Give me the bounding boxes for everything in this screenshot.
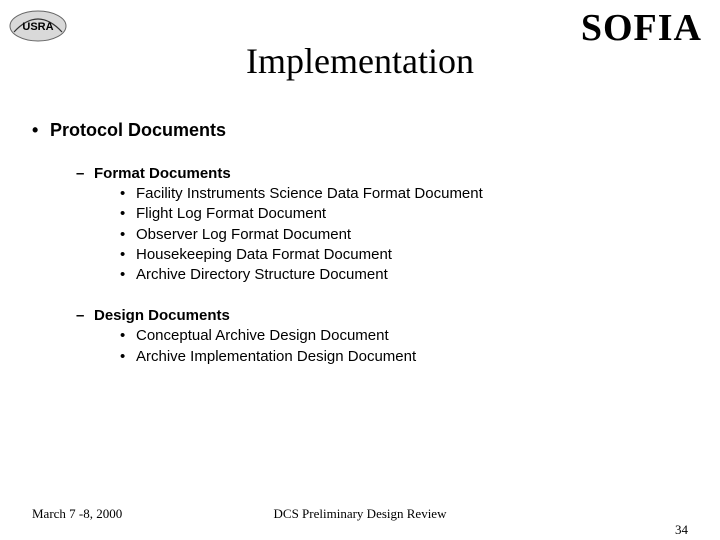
- level3-text: Housekeeping Data Format Document: [136, 246, 392, 263]
- bullet-l3: •: [120, 184, 136, 204]
- bullet-l3: •: [120, 347, 136, 367]
- bullet-l3: •: [120, 204, 136, 224]
- level3-item: •Conceptual Archive Design Document: [120, 326, 688, 346]
- logo-text: USRA: [22, 21, 53, 33]
- level3-item: •Facility Instruments Science Data Forma…: [120, 184, 688, 204]
- bullet-l3: •: [120, 245, 136, 265]
- level3-item: •Housekeeping Data Format Document: [120, 245, 688, 265]
- level1-item: •Protocol Documents: [32, 120, 688, 141]
- level3-text: Archive Directory Structure Document: [136, 266, 388, 283]
- level2-heading: –Design Documents: [76, 307, 688, 324]
- level3-text: Facility Instruments Science Data Format…: [136, 185, 483, 202]
- usra-logo: USRA: [8, 8, 68, 44]
- bullet-l1: •: [32, 120, 50, 141]
- level3-text: Flight Log Format Document: [136, 205, 326, 222]
- level2-text: Design Documents: [94, 307, 230, 324]
- level1-text: Protocol Documents: [50, 120, 226, 140]
- content-area: •Protocol Documents –Format Documents •F…: [32, 120, 688, 389]
- footer-page-number: 34: [675, 522, 688, 538]
- group-format: –Format Documents •Facility Instruments …: [32, 165, 688, 285]
- bullet-l2: –: [76, 307, 94, 324]
- group-design: –Design Documents •Conceptual Archive De…: [32, 307, 688, 367]
- level3-item: •Flight Log Format Document: [120, 204, 688, 224]
- bullet-l2: –: [76, 165, 94, 182]
- bullet-l3: •: [120, 225, 136, 245]
- level2-heading: –Format Documents: [76, 165, 688, 182]
- level3-item: •Observer Log Format Document: [120, 225, 688, 245]
- footer-date: March 7 -8, 2000: [32, 506, 122, 522]
- page-title: Implementation: [0, 40, 720, 82]
- level2-text: Format Documents: [94, 165, 231, 182]
- level3-text: Archive Implementation Design Document: [136, 348, 416, 365]
- bullet-l3: •: [120, 326, 136, 346]
- level3-text: Conceptual Archive Design Document: [136, 327, 389, 344]
- bullet-l3: •: [120, 265, 136, 285]
- level3-item: •Archive Implementation Design Document: [120, 347, 688, 367]
- level3-item: •Archive Directory Structure Document: [120, 265, 688, 285]
- footer: March 7 -8, 2000 DCS Preliminary Design …: [0, 506, 720, 522]
- level3-text: Observer Log Format Document: [136, 226, 351, 243]
